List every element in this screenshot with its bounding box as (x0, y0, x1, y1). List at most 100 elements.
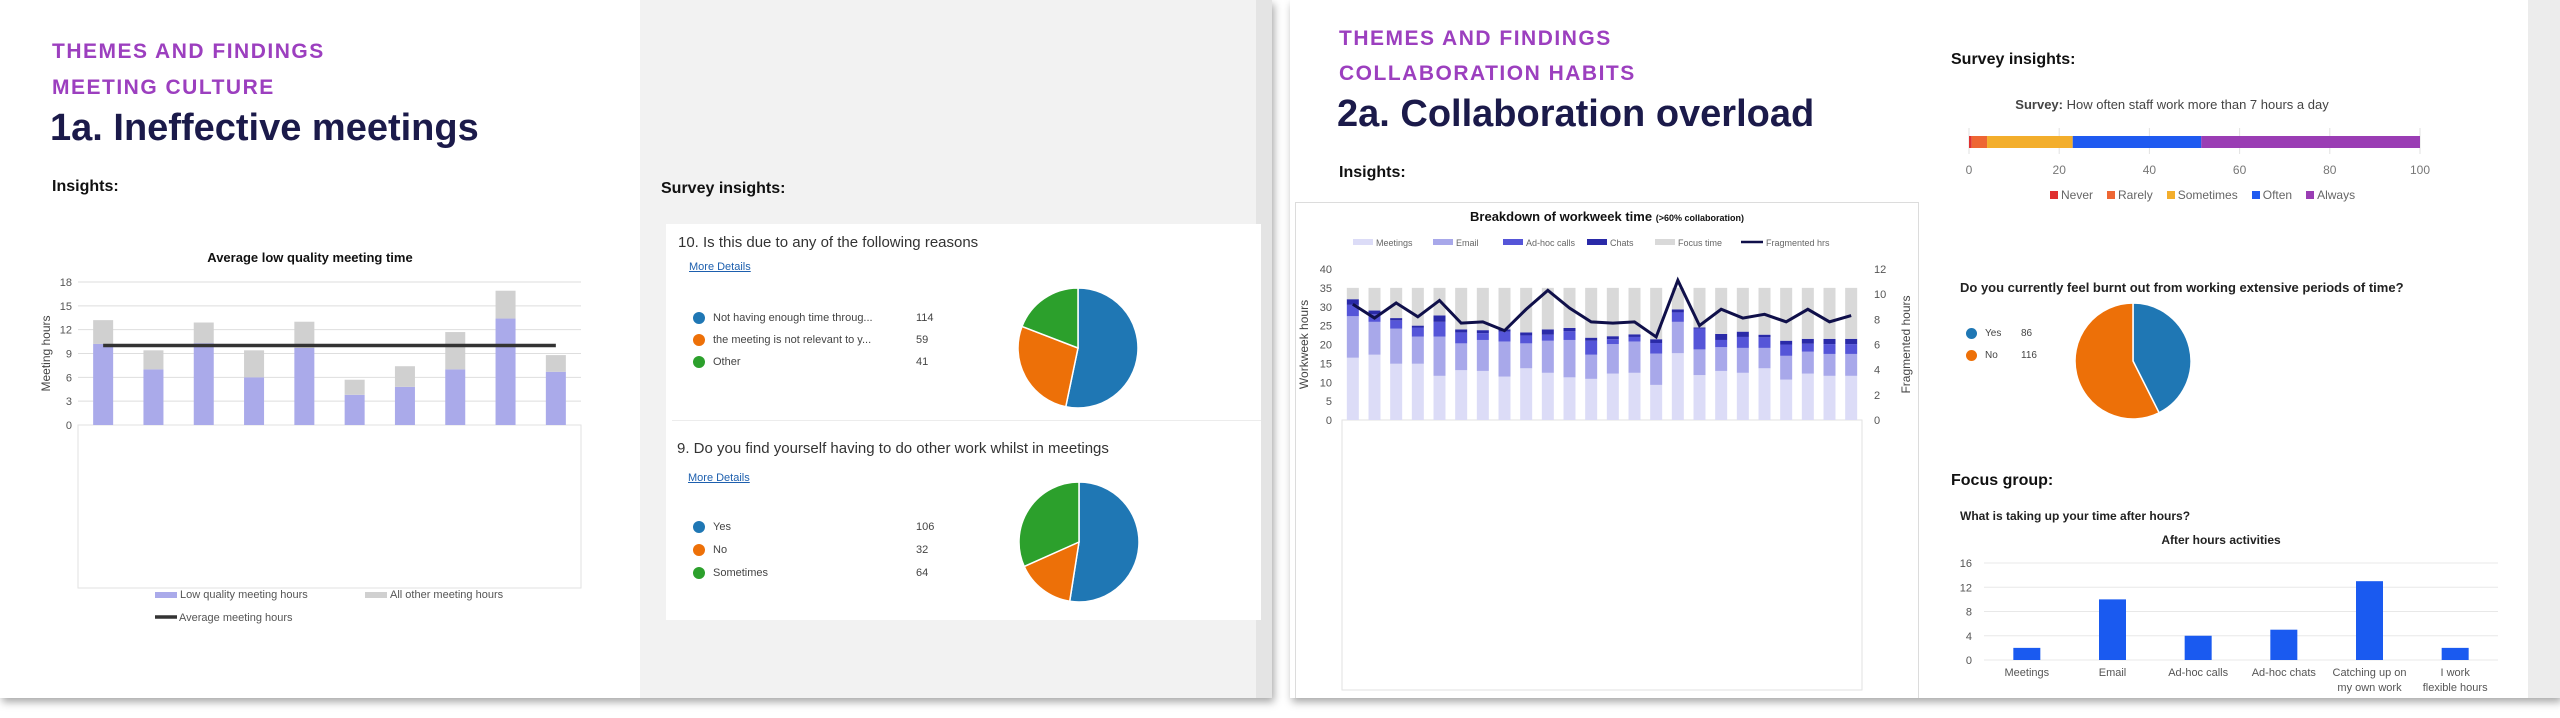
legend-item: Sometimes (693, 567, 768, 579)
x-tick-label: 0 (1966, 163, 1973, 177)
y-tick-label: 8 (1966, 607, 1972, 619)
bar-ad-hoc-calls (1715, 339, 1728, 348)
bar-email (1476, 339, 1489, 371)
bar-low-quality (445, 369, 466, 425)
chart-title: Breakdown of workweek time (>60% collabo… (1470, 209, 1744, 224)
legend-item: No (1966, 350, 1998, 361)
slide-ineffective-meetings: THEMES AND FINDINGS MEETING CULTURE 1a. … (0, 0, 1272, 698)
bar-focus-time (1801, 287, 1814, 339)
legend-value: 114 (916, 312, 934, 324)
bar-meetings (1368, 354, 1381, 420)
y2-tick-label: 2 (1874, 390, 1880, 402)
bar-other (495, 290, 516, 319)
bar-ad-hoc-calls (1498, 331, 1511, 342)
work-7h-chart: 0 20 40 60 80 100 (1966, 128, 2430, 177)
bar-ad-hoc-calls (1736, 336, 1749, 348)
work-7h-title-bold: Survey: (2015, 97, 2063, 112)
legend-label: Low quality meeting hours (180, 589, 308, 601)
bar-meetings (1476, 370, 1489, 420)
x-category-label-line: I work (2440, 667, 2470, 679)
bar-meetings (1671, 353, 1684, 420)
bar-segment-sometimes (1987, 136, 2073, 148)
survey-insights-label: Survey insights: (661, 180, 786, 197)
kicker-themes: THEMES AND FINDINGS (1339, 27, 1612, 50)
bar-chats (1368, 310, 1381, 315)
bar-email (1823, 353, 1836, 376)
legend-label: Yes (713, 521, 731, 533)
legend-value: 106 (916, 521, 935, 533)
legend-item: Not having enough time throug... (693, 312, 873, 324)
bar-chats (1650, 339, 1663, 343)
q9-pie-chart (1018, 481, 1140, 603)
chart-title-main: Breakdown of workweek time (1470, 209, 1652, 224)
legend-label: No (713, 544, 728, 556)
bar-meetings (1693, 375, 1706, 420)
legend-swatch (1433, 239, 1453, 245)
legend-value: 59 (916, 334, 929, 346)
bar-email (1520, 343, 1533, 369)
pie-slice-yes (1068, 481, 1140, 603)
legend-value: 32 (916, 544, 929, 556)
y-tick-label: 0 (1966, 655, 1972, 667)
bar (2184, 635, 2212, 660)
y2-axis-title: Fragmented hours (1899, 295, 1913, 393)
q9-question: 9. Do you find yourself having to do oth… (677, 440, 1109, 457)
q9-more-details-link[interactable]: More Details (688, 472, 750, 484)
legend-item: Often (2251, 188, 2292, 202)
bar-ad-hoc-calls (1476, 333, 1489, 340)
x-tick-label: 20 (2053, 163, 2067, 177)
x-category-label: Ad-hoc chats (2252, 667, 2317, 679)
x-tick-label: 40 (2143, 163, 2157, 177)
bar-low-quality (294, 347, 315, 425)
bar-focus-time (1650, 287, 1663, 340)
bar-focus-time (1671, 287, 1684, 310)
bar-focus-time (1758, 287, 1771, 335)
legend-label: All other meeting hours (390, 589, 504, 601)
page-title: 2a. Collaboration overload (1337, 93, 1815, 135)
slide-collaboration-overload: THEMES AND FINDINGS COLLABORATION HABITS… (1290, 0, 2560, 698)
legend-value: 86 (2021, 328, 2033, 339)
bar-focus-time (1368, 287, 1381, 311)
y2-tick-label: 12 (1874, 264, 1886, 276)
legend-dot (693, 521, 705, 533)
work-7h-title-text: How often staff work more than 7 hours a… (2066, 97, 2329, 112)
q10-question: 10. Is this due to any of the following … (678, 234, 979, 251)
work-7h-legend: Never Rarely Sometimes Often Always (2050, 188, 2355, 202)
bar-chats (1520, 332, 1533, 336)
bar-ad-hoc-calls (1520, 335, 1533, 344)
bar-low-quality (344, 394, 365, 425)
pie-slice-other (1021, 287, 1079, 350)
bar-meetings (1520, 368, 1533, 420)
legend-label: Always (2317, 188, 2356, 202)
q10-more-details-link[interactable]: More Details (689, 261, 751, 273)
bar-focus-time (1823, 287, 1836, 339)
bar-low-quality (394, 386, 415, 425)
bar-meetings (1411, 363, 1424, 420)
meeting-time-chart: Average low quality meeting time 0 3 6 9 12 15… (40, 250, 582, 624)
bar-low-quality (244, 377, 265, 425)
kicker-collaboration-habits: COLLABORATION HABITS (1339, 62, 1636, 85)
legend-label: No (1985, 350, 1998, 361)
chart-title: Average low quality meeting time (207, 250, 412, 265)
bar-other (344, 379, 365, 395)
y-tick-label: 5 (1326, 396, 1332, 408)
workweek-chart-frame (1295, 202, 1919, 698)
x-category-label-line: my own work (2337, 682, 2402, 694)
y-tick-label: 12 (1960, 582, 1972, 594)
bar-email (1671, 321, 1684, 354)
legend-dot (693, 356, 705, 368)
bar-chats (1801, 338, 1814, 344)
bar-segment-often (2072, 136, 2202, 148)
bar-meetings (1628, 372, 1641, 420)
bar-meetings (1346, 357, 1359, 420)
legend-swatch (155, 592, 177, 598)
pie-slice-yes (2132, 302, 2192, 414)
bar-email (1433, 336, 1446, 376)
x-tick-label: 60 (2233, 163, 2247, 177)
y-axis-title: Workweek hours (1297, 300, 1311, 389)
legend-item: the meeting is not relevant to y... (693, 334, 871, 346)
bar-ad-hoc-calls (1390, 320, 1403, 329)
legend-item: Always (2306, 188, 2355, 202)
y-tick-label: 9 (66, 349, 72, 361)
bar-email (1563, 339, 1576, 378)
